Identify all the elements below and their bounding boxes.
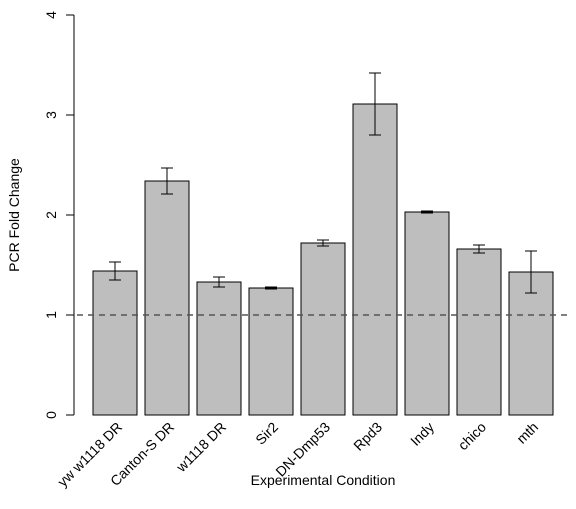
x-axis-label: Experimental Condition bbox=[251, 472, 396, 488]
x-tick-label: mth bbox=[513, 419, 541, 447]
x-tick-label: Sir2 bbox=[252, 419, 281, 448]
y-tick-label: 4 bbox=[43, 11, 59, 19]
bar bbox=[300, 242, 346, 416]
bar bbox=[456, 248, 502, 416]
x-tick-label: Indy bbox=[407, 419, 437, 449]
x-tick-label: DN-Dmp53 bbox=[272, 419, 333, 480]
bar bbox=[404, 211, 450, 416]
y-tick-label: 1 bbox=[43, 311, 59, 319]
y-tick-label: 0 bbox=[43, 411, 59, 419]
bar bbox=[196, 281, 242, 416]
y-axis: 0 1 2 3 4 bbox=[43, 11, 75, 419]
x-tick-label: w1118 DR bbox=[172, 419, 229, 476]
bar bbox=[508, 271, 554, 416]
bar bbox=[92, 270, 138, 416]
y-axis-label: PCR Fold Change bbox=[6, 158, 22, 272]
x-tick-label: chico bbox=[455, 419, 490, 454]
bar bbox=[352, 103, 398, 416]
x-tick-label: Rpd3 bbox=[350, 419, 385, 454]
bars bbox=[92, 72, 554, 416]
y-tick-label: 2 bbox=[43, 211, 59, 219]
y-tick-label: 3 bbox=[43, 111, 59, 119]
bar bbox=[144, 180, 190, 416]
bar bbox=[248, 287, 294, 416]
